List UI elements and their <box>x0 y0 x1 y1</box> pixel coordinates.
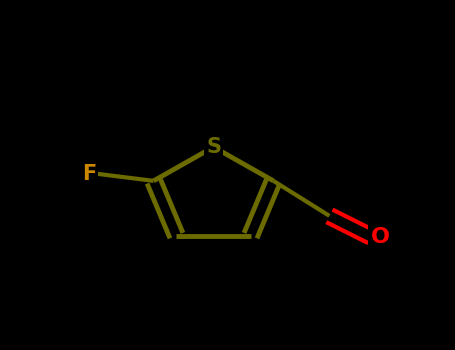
Text: F: F <box>82 164 96 184</box>
Text: O: O <box>371 227 389 247</box>
Text: S: S <box>206 137 221 157</box>
